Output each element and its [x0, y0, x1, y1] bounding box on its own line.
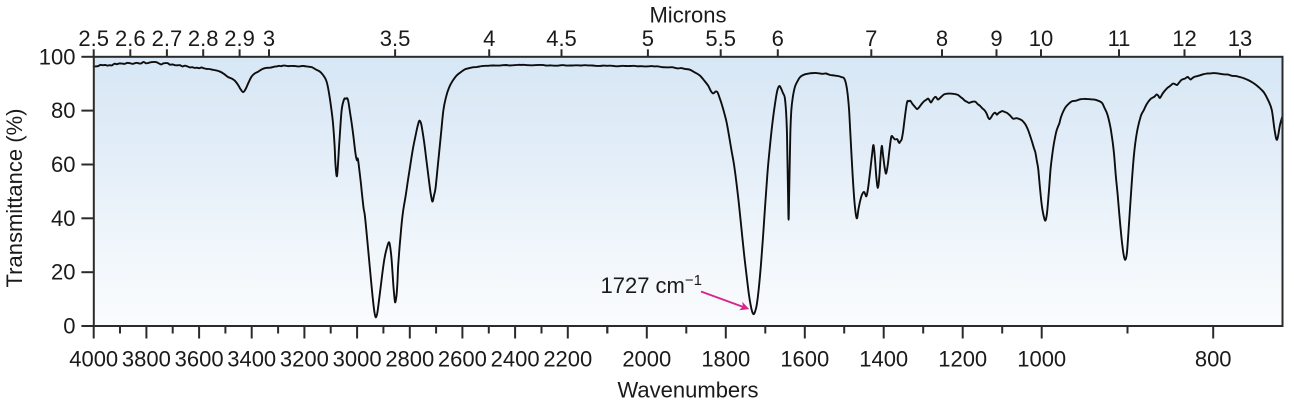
- svg-text:3800: 3800: [122, 347, 171, 372]
- svg-text:3400: 3400: [227, 347, 276, 372]
- svg-text:5: 5: [642, 26, 654, 51]
- svg-text:3000: 3000: [333, 347, 382, 372]
- svg-text:Wavenumbers: Wavenumbers: [617, 378, 758, 403]
- svg-text:1200: 1200: [938, 347, 987, 372]
- svg-text:60: 60: [51, 152, 75, 177]
- svg-text:800: 800: [1195, 347, 1232, 372]
- svg-text:6: 6: [772, 26, 784, 51]
- svg-text:11: 11: [1108, 26, 1131, 51]
- svg-text:2600: 2600: [438, 347, 487, 372]
- svg-text:Microns: Microns: [649, 3, 726, 28]
- svg-text:0: 0: [63, 314, 75, 339]
- svg-text:9: 9: [990, 26, 1002, 51]
- svg-text:1600: 1600: [780, 347, 829, 372]
- svg-text:2000: 2000: [622, 347, 671, 372]
- svg-text:2.6: 2.6: [115, 26, 146, 51]
- svg-text:3: 3: [263, 26, 275, 51]
- svg-text:2.7: 2.7: [152, 26, 183, 51]
- svg-text:4: 4: [483, 26, 495, 51]
- svg-text:Transmittance (%): Transmittance (%): [2, 109, 27, 288]
- svg-text:2.8: 2.8: [188, 26, 219, 51]
- svg-text:2.5: 2.5: [78, 26, 109, 51]
- svg-text:13: 13: [1228, 26, 1252, 51]
- svg-text:4.5: 4.5: [546, 26, 577, 51]
- svg-text:1800: 1800: [701, 347, 750, 372]
- svg-text:2800: 2800: [385, 347, 434, 372]
- svg-text:3200: 3200: [280, 347, 329, 372]
- svg-text:1000: 1000: [1017, 347, 1066, 372]
- svg-text:3.5: 3.5: [380, 26, 411, 51]
- svg-text:12: 12: [1172, 26, 1196, 51]
- svg-text:80: 80: [51, 98, 75, 123]
- svg-text:2.9: 2.9: [224, 26, 255, 51]
- svg-text:7: 7: [865, 26, 877, 51]
- svg-text:40: 40: [51, 206, 75, 231]
- svg-text:100: 100: [39, 44, 76, 69]
- svg-text:10: 10: [1029, 26, 1053, 51]
- svg-text:8: 8: [936, 26, 948, 51]
- svg-text:5.5: 5.5: [705, 26, 736, 51]
- svg-text:2200: 2200: [543, 347, 592, 372]
- svg-text:3600: 3600: [175, 347, 224, 372]
- svg-text:4000: 4000: [69, 347, 118, 372]
- svg-text:20: 20: [51, 260, 75, 285]
- svg-text:2400: 2400: [491, 347, 540, 372]
- svg-text:1400: 1400: [859, 347, 908, 372]
